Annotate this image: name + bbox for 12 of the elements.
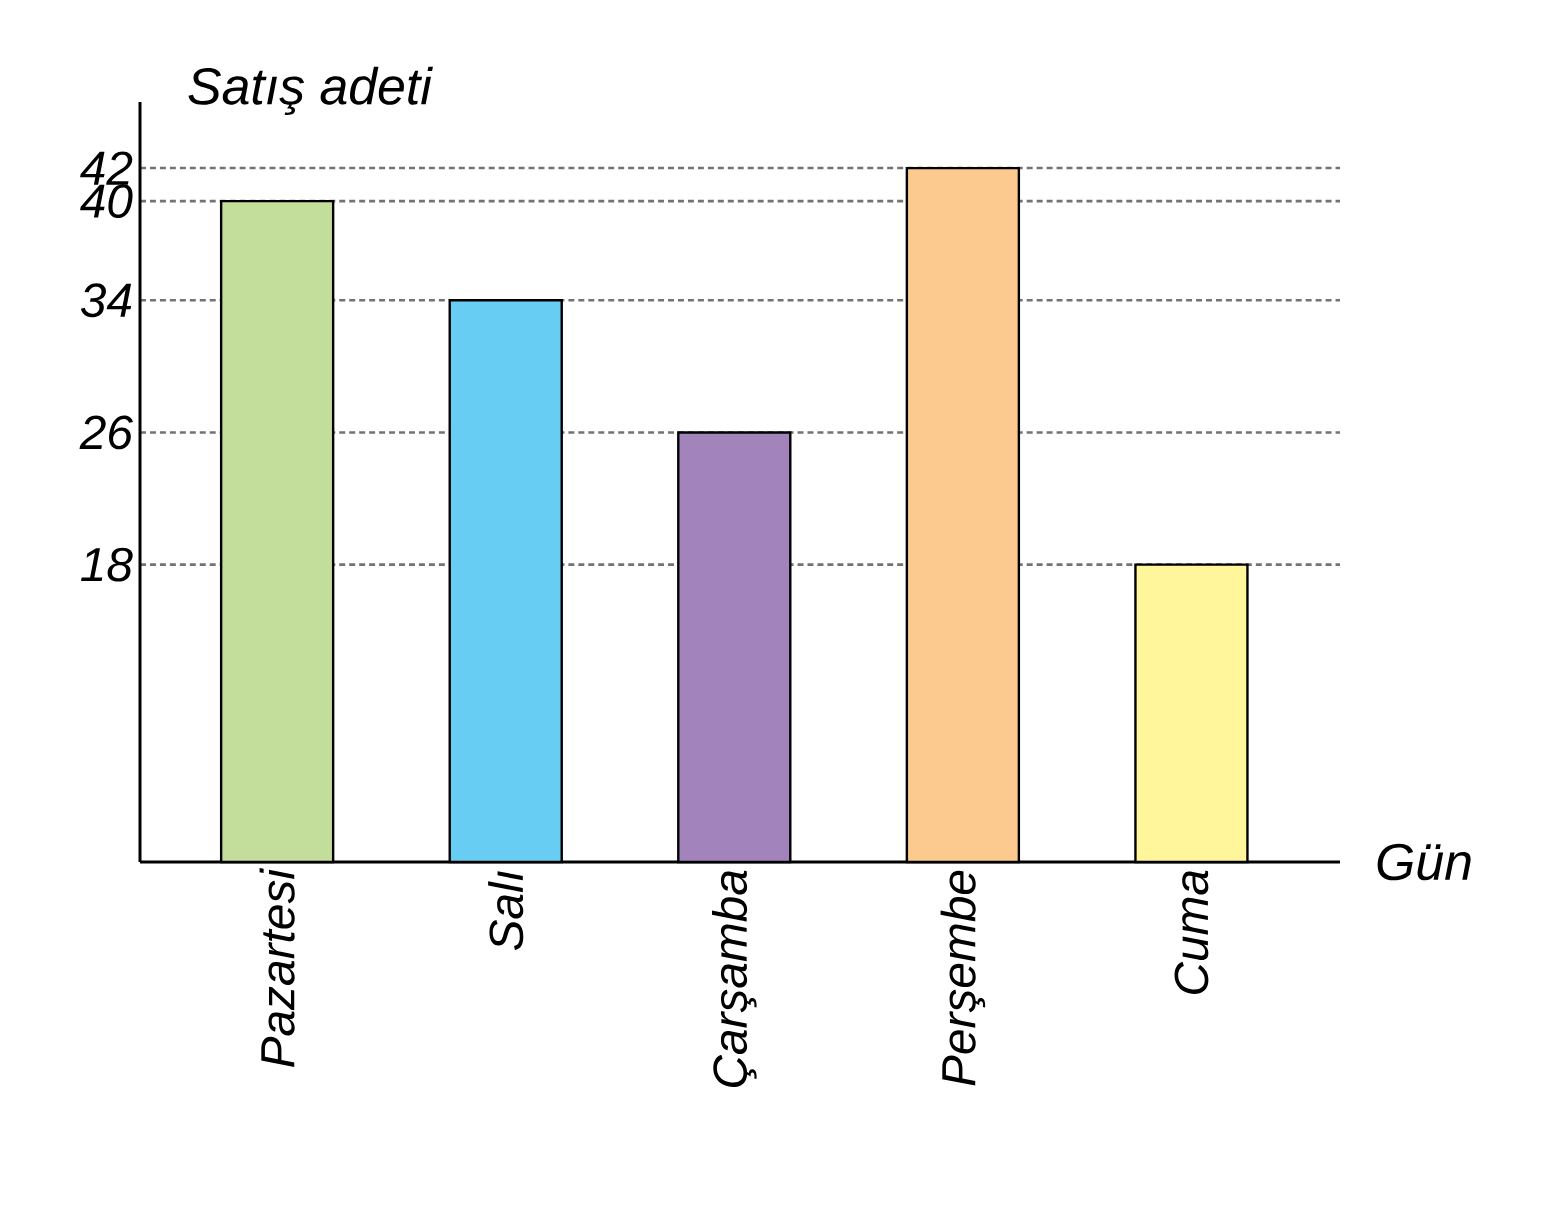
y-tick-label: 26 (79, 415, 133, 450)
x-tick-label: Salı (488, 871, 524, 951)
y-tick-label: 42 (80, 151, 133, 185)
x-tick-label: Cuma (1174, 870, 1209, 994)
x-tick-label: Çarşamba (712, 870, 757, 1087)
y-tick-label: 40 (80, 184, 133, 219)
y-tick-label: 34 (80, 283, 132, 318)
y-axis-title: Satış adeti (188, 66, 433, 115)
y-tick-label: 18 (81, 547, 133, 582)
x-tick-label: Pazartesi (259, 867, 295, 1067)
x-tick-label: Perşembe (940, 870, 986, 1086)
x-axis-title: Gün (1377, 843, 1471, 881)
